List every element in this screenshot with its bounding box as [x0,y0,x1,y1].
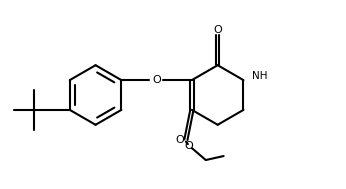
Text: NH: NH [252,71,267,81]
Text: O: O [213,25,222,35]
Text: O: O [184,141,193,151]
Text: O: O [152,75,161,85]
Text: O: O [175,135,184,145]
